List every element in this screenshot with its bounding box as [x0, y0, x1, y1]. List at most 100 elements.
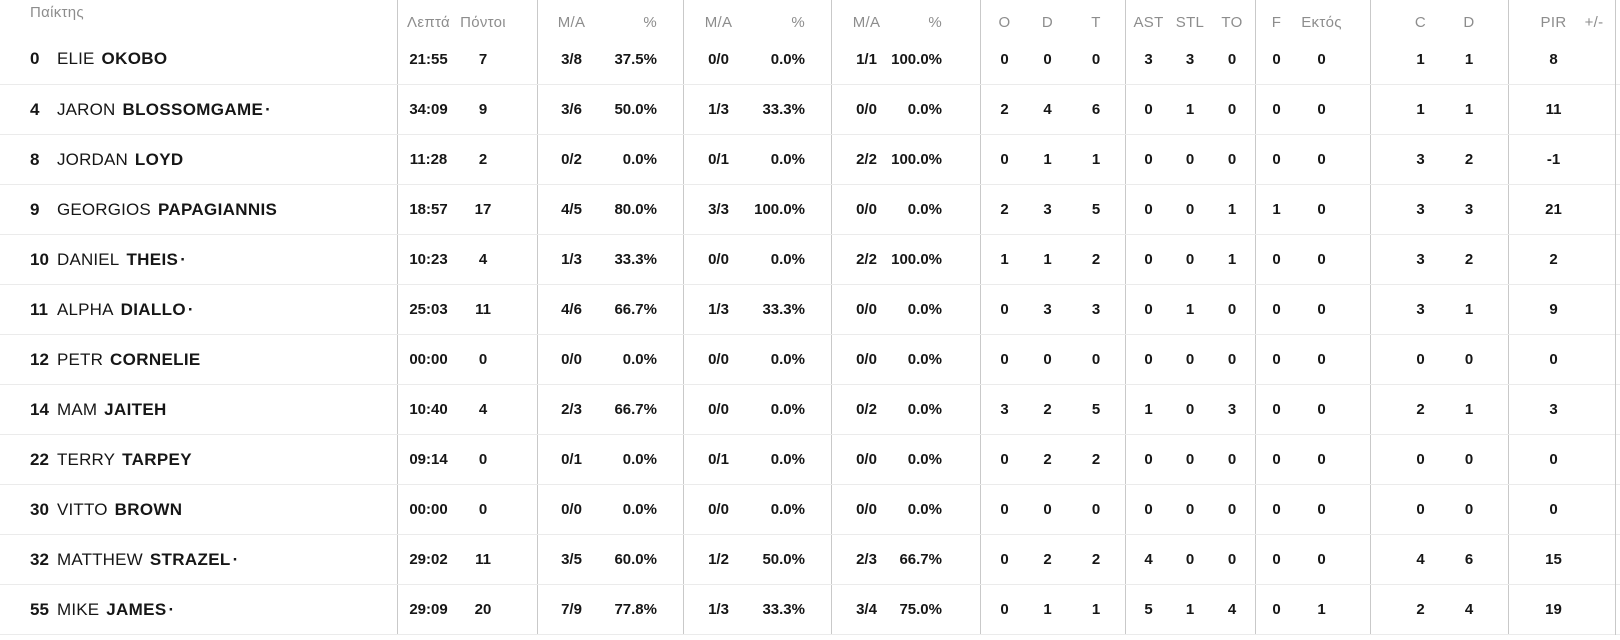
player-number: 8 — [30, 149, 40, 169]
col-header-reb-def: D — [1041, 14, 1054, 31]
stat-ft-ma: 1/1 — [831, 34, 901, 84]
stat-2pt-pct: 0.0% — [622, 501, 657, 518]
player-row: 30 VITTO BROWN 00:00 0 0/0 0.0% 0/0 0.0% 0/0 0.0% 0… — [0, 484, 1620, 534]
stat-steals: 0 — [1185, 501, 1195, 518]
player-first-name: MIKE — [57, 599, 100, 619]
stat-turnovers: 0 — [1227, 151, 1237, 168]
player-cell: 55 MIKE JAMES · — [0, 585, 397, 634]
stat-turnovers: 0 — [1227, 551, 1237, 568]
player-last-name: PAPAGIANNIS — [157, 199, 278, 219]
player-first-name: ALPHA — [57, 299, 114, 319]
col-header-pir: PIR — [1508, 0, 1568, 34]
stat-fouls-out: 0 — [1317, 50, 1326, 68]
stat-reb-def: 2 — [1043, 551, 1052, 568]
stat-fouls: 0 — [1255, 135, 1297, 184]
player-number: 11 — [30, 299, 48, 319]
stat-2pt-pct: 66.7% — [614, 301, 657, 318]
col-header-d: D — [1463, 14, 1475, 31]
stat-c: 3 — [1370, 135, 1430, 184]
stat-pir: 0 — [1508, 485, 1568, 534]
stat-d: 3 — [1464, 201, 1474, 218]
player-rows: 0 ELIE OKOBO 21:55 7 3/8 37.5% 0/0 0.0% 1/1 100.0%… — [0, 34, 1620, 635]
stat-plus-minus — [1568, 285, 1620, 334]
player-number: 30 — [30, 499, 49, 519]
stat-ft-ma: 2/2 — [831, 235, 901, 284]
col-header-2pt-pct: % — [643, 14, 657, 31]
stat-assists: 5 — [1125, 585, 1171, 634]
stat-assists: 0 — [1125, 235, 1171, 284]
stat-ft-pct: 0.0% — [907, 351, 942, 368]
stat-ft-ma: 0/2 — [831, 385, 901, 434]
stat-2pt-pct: 33.3% — [614, 251, 657, 268]
stat-ft-pct: 100.0% — [891, 50, 942, 68]
stat-assists: 0 — [1125, 435, 1171, 484]
stat-ft-ma: 0/0 — [831, 335, 901, 384]
stat-minutes: 29:02 — [397, 535, 459, 584]
stat-minutes: 29:09 — [397, 585, 459, 634]
stat-reb-def: 2 — [1043, 401, 1052, 418]
stat-d: 6 — [1464, 551, 1474, 568]
stat-plus-minus — [1568, 485, 1620, 534]
stat-ft-ma: 0/0 — [831, 435, 901, 484]
stat-reb-def: 1 — [1043, 601, 1052, 618]
stat-ft-pct: 0.0% — [907, 101, 942, 118]
stat-c: 2 — [1370, 585, 1430, 634]
stat-reb-off: 2 — [980, 185, 1028, 234]
stat-minutes: 25:03 — [397, 285, 459, 334]
player-first-name: JORDAN — [57, 149, 128, 169]
player-cell: 30 VITTO BROWN — [0, 485, 397, 534]
stat-pir: 2 — [1508, 235, 1568, 284]
stat-fouls: 1 — [1255, 185, 1297, 234]
player-row: 14 MAM JAITEH 10:40 4 2/3 66.7% 0/0 0.0% 0/2 0.0% 3… — [0, 384, 1620, 434]
stat-3pt-pct: 0.0% — [770, 151, 805, 168]
stat-assists: 0 — [1125, 135, 1171, 184]
stat-3pt-pct: 33.3% — [762, 101, 805, 118]
stat-ft-ma: 2/3 — [831, 535, 901, 584]
player-row: 0 ELIE OKOBO 21:55 7 3/8 37.5% 0/0 0.0% 1/1 100.0%… — [0, 34, 1620, 84]
player-last-name: TARPEY — [122, 449, 192, 469]
col-header-fouls: F — [1255, 0, 1297, 34]
stat-reb-off: 0 — [980, 135, 1028, 184]
stat-fouls-out: 0 — [1317, 451, 1326, 468]
stat-3pt-ma: 0/1 — [683, 435, 753, 484]
stat-reb-off: 0 — [980, 585, 1028, 634]
starter-dot: · — [232, 549, 239, 569]
stat-pir: 9 — [1508, 285, 1568, 334]
stat-reb-off: 0 — [980, 435, 1028, 484]
stat-fouls: 0 — [1255, 535, 1297, 584]
stat-2pt-ma: 0/1 — [537, 435, 605, 484]
player-cell: 4 JARON BLOSSOMGAME · — [0, 85, 397, 134]
stat-points: 4 — [478, 251, 488, 268]
col-header-assists: AST — [1125, 0, 1171, 34]
stat-points: 0 — [478, 501, 488, 518]
player-cell: 11 ALPHA DIALLO · — [0, 285, 397, 334]
stat-ft-pct: 0.0% — [907, 401, 942, 418]
player-cell: 10 DANIEL THEIS · — [0, 235, 397, 284]
stat-turnovers: 0 — [1227, 351, 1237, 368]
stat-c: 4 — [1370, 535, 1430, 584]
stat-c: 1 — [1370, 34, 1430, 84]
col-header-reb-tot: T — [1091, 14, 1101, 31]
stat-fouls: 0 — [1255, 335, 1297, 384]
stat-3pt-ma: 1/2 — [683, 535, 753, 584]
stat-c: 1 — [1370, 85, 1430, 134]
stat-reb-tot: 2 — [1091, 551, 1101, 568]
stat-2pt-ma: 0/0 — [537, 485, 605, 534]
player-row: 32 MATTHEW STRAZEL · 29:02 11 3/5 60.0% 1/2 50.0%… — [0, 534, 1620, 584]
stat-reb-tot: 0 — [1091, 501, 1101, 518]
player-row: 22 TERRY TARPEY 09:14 0 0/1 0.0% 0/1 0.0% 0/0 0.0%… — [0, 434, 1620, 484]
stat-turnovers: 3 — [1227, 401, 1237, 418]
stat-fouls-out: 1 — [1317, 601, 1326, 618]
stat-assists: 0 — [1125, 85, 1171, 134]
col-header-ft-ma: M/A — [831, 0, 901, 34]
stat-2pt-ma: 3/8 — [537, 34, 605, 84]
stat-fouls-out: 0 — [1317, 201, 1326, 218]
stat-reb-off: 2 — [980, 85, 1028, 134]
stat-steals: 3 — [1185, 50, 1195, 68]
stat-reb-tot: 2 — [1091, 451, 1101, 468]
stat-reb-tot: 5 — [1091, 201, 1101, 218]
stat-reb-def: 0 — [1043, 351, 1052, 368]
stat-3pt-ma: 1/3 — [683, 285, 753, 334]
player-cell: 9 GEORGIOS PAPAGIANNIS — [0, 185, 397, 234]
stat-fouls: 0 — [1255, 385, 1297, 434]
